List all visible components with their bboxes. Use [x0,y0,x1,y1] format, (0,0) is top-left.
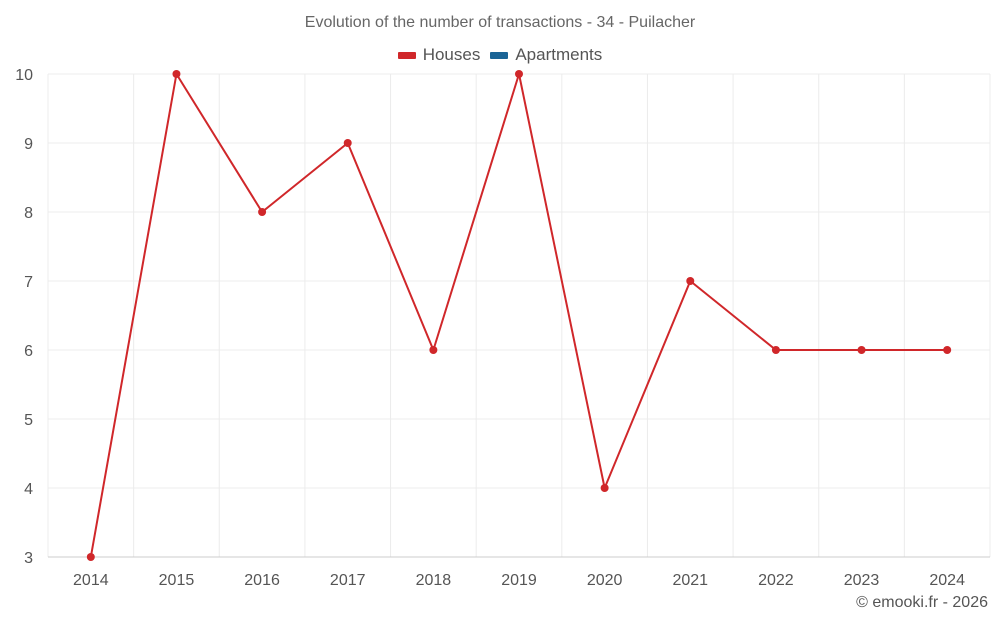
x-tick-label: 2017 [330,572,366,589]
y-tick-label: 9 [24,136,33,153]
legend-item-apartments[interactable]: Apartments [490,45,602,65]
y-tick-label: 5 [24,412,33,429]
y-tick-label: 8 [24,205,33,222]
legend-label-houses: Houses [422,45,481,64]
data-point-houses [258,208,267,216]
data-point-houses [686,277,695,285]
y-tick-label: 10 [15,67,33,84]
data-point-houses [600,484,609,492]
x-tick-label: 2020 [587,572,623,589]
data-point-houses [172,70,181,78]
data-point-houses [86,553,95,561]
x-tick-label: 2022 [758,572,794,589]
data-point-houses [943,346,952,354]
legend-swatch-apartments [490,51,509,59]
y-tick-label: 7 [24,274,33,291]
grid-layer [47,73,991,558]
footer-copyright: © emooki.fr - 2026 [856,594,988,611]
series-layer [86,70,952,561]
data-point-houses [771,346,780,354]
y-tick-label: 6 [24,343,33,360]
x-tick-label: 2014 [73,572,109,589]
x-tick-label: 2018 [416,572,452,589]
x-tick-label: 2016 [244,572,280,589]
legend-item-houses[interactable]: Houses [397,45,481,65]
legend-label-apartments: Apartments [515,45,603,64]
x-tick-label: 2024 [929,572,965,589]
y-tick-label: 4 [24,481,33,498]
y-tick-label: 3 [24,550,33,567]
chart-legend: Houses Apartments [0,45,1000,65]
data-point-houses [343,139,352,147]
axis-layer: 3 4 5 6 7 8 9 10 2014 2015 2016 2017 2018 2019 2020 202… [15,67,990,589]
data-point-houses [857,346,866,354]
x-tick-label: 2015 [159,572,195,589]
data-point-houses [515,70,523,78]
x-tick-label: 2019 [501,572,537,589]
legend-swatch-houses [397,51,416,59]
x-tick-label: 2023 [844,572,880,589]
chart-title: Evolution of the number of transactions … [304,14,696,31]
x-tick-label: 2021 [672,572,708,589]
data-point-houses [429,346,438,354]
